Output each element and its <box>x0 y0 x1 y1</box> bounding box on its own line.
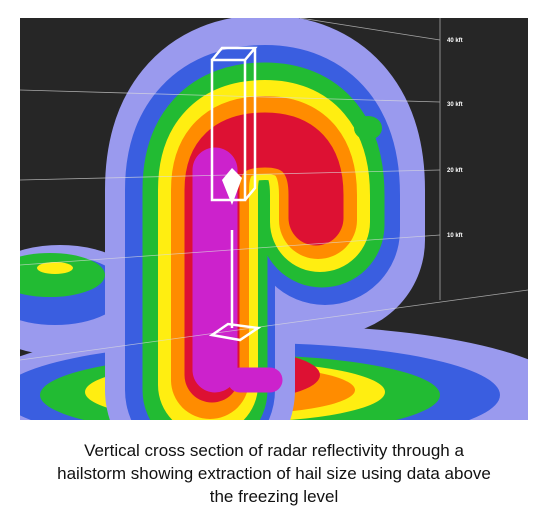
radar-image <box>20 18 528 420</box>
altitude-label: 20 kft <box>447 168 463 174</box>
caption-line: the freezing level <box>210 487 339 506</box>
altitude-label: 30 kft <box>447 102 463 108</box>
altitude-label: 40 kft <box>447 38 463 44</box>
caption-line: Vertical cross section of radar reflecti… <box>84 441 464 460</box>
caption-line: hailstorm showing extraction of hail siz… <box>57 464 491 483</box>
altitude-label: 10 kft <box>447 233 463 239</box>
